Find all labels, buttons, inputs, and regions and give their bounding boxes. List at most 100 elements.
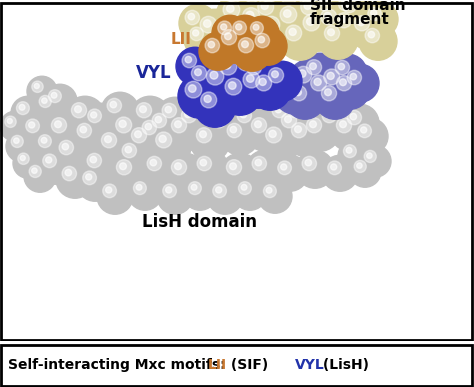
Circle shape [32,168,37,173]
Circle shape [262,0,276,3]
Circle shape [318,19,358,59]
Circle shape [288,59,332,103]
Circle shape [208,104,221,118]
Circle shape [155,116,162,123]
Circle shape [294,89,301,96]
Circle shape [278,161,292,175]
Text: (SIF): (SIF) [226,358,278,372]
Circle shape [90,156,97,163]
Circle shape [246,11,254,19]
Circle shape [29,165,41,178]
Circle shape [227,123,242,138]
Circle shape [59,140,73,155]
Circle shape [221,117,259,155]
Circle shape [246,75,254,82]
FancyBboxPatch shape [1,344,472,386]
Circle shape [26,119,39,133]
Circle shape [252,156,266,171]
Circle shape [266,97,304,135]
Circle shape [183,176,217,210]
Circle shape [306,60,321,75]
Circle shape [365,28,380,43]
Circle shape [197,156,211,171]
Circle shape [185,57,191,63]
Circle shape [221,25,228,33]
Circle shape [275,0,315,23]
Circle shape [346,147,352,153]
Circle shape [119,120,126,127]
Circle shape [7,118,12,123]
Circle shape [77,123,91,138]
Circle shape [282,98,318,134]
Circle shape [147,156,162,171]
Circle shape [191,150,229,188]
Circle shape [269,130,276,137]
Circle shape [337,75,352,91]
Circle shape [324,12,331,19]
Circle shape [293,0,331,22]
Circle shape [5,116,16,127]
Circle shape [249,27,287,65]
Circle shape [324,69,340,85]
Circle shape [341,0,347,6]
Circle shape [359,145,391,177]
Circle shape [207,178,243,214]
Circle shape [268,68,283,83]
Circle shape [33,129,67,163]
Circle shape [231,102,269,140]
Circle shape [43,154,56,168]
Circle shape [339,121,346,128]
Circle shape [341,64,379,102]
Circle shape [142,120,156,135]
Circle shape [189,85,196,92]
Circle shape [101,133,117,148]
Circle shape [342,0,356,13]
Circle shape [255,159,262,166]
Circle shape [185,59,225,99]
Circle shape [110,101,117,108]
Circle shape [294,126,301,133]
Circle shape [179,4,217,42]
Circle shape [241,58,248,65]
Circle shape [221,30,237,45]
Circle shape [227,15,263,51]
Circle shape [162,103,176,118]
Circle shape [314,2,356,44]
Circle shape [125,146,132,153]
Circle shape [320,0,327,6]
Circle shape [219,58,237,75]
Circle shape [43,84,77,118]
Circle shape [310,63,317,70]
Circle shape [195,69,201,76]
Circle shape [77,165,113,201]
Circle shape [215,116,221,123]
Circle shape [273,0,317,43]
Circle shape [41,137,47,143]
Circle shape [205,38,219,53]
Circle shape [150,159,156,166]
Circle shape [235,0,281,46]
Circle shape [106,187,112,193]
Circle shape [283,10,291,17]
Circle shape [42,98,47,103]
Circle shape [24,160,56,192]
Circle shape [216,0,260,38]
Circle shape [333,0,367,26]
Circle shape [11,135,23,147]
Circle shape [328,29,335,36]
Circle shape [345,1,352,8]
Circle shape [359,22,397,60]
Circle shape [281,79,297,95]
Circle shape [339,16,346,23]
Circle shape [213,184,227,198]
Circle shape [218,71,262,115]
Circle shape [282,113,297,128]
Circle shape [258,179,292,213]
Circle shape [13,148,43,178]
Circle shape [188,13,195,20]
Circle shape [364,151,376,163]
Circle shape [256,0,294,20]
Circle shape [263,16,280,33]
Circle shape [87,153,101,168]
Circle shape [196,128,211,143]
